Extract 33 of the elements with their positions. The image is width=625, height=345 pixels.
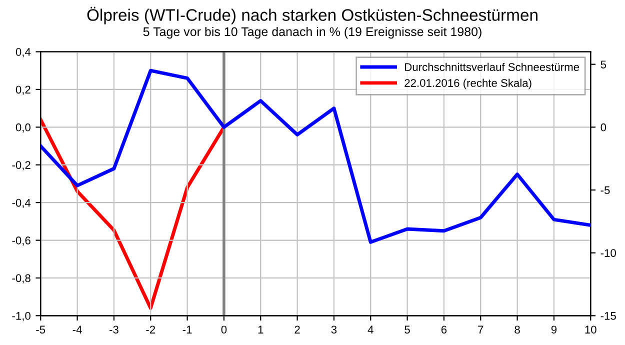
y-tick-label: -0,4	[12, 198, 31, 208]
y-tick-label: -0,8	[12, 274, 30, 284]
x-tick-label: 6	[441, 326, 447, 334]
y-tick-label: -1,0	[12, 312, 30, 322]
y-tick-label: -0,2	[12, 161, 30, 170]
x-tick-label: 10	[585, 326, 596, 334]
y-tick-label: -0,6	[12, 236, 30, 246]
y2-tick-label: -5	[600, 186, 610, 194]
x-tick-label: -1	[182, 326, 192, 334]
y-tick-label: 0,4	[16, 48, 31, 58]
y-tick-label: 0,2	[16, 86, 30, 95]
x-tick-label: -2	[146, 326, 156, 334]
x-tick-label: 1	[258, 326, 264, 334]
x-tick-label: -3	[110, 326, 118, 334]
y2-tick-label: -10	[600, 249, 616, 257]
x-tick-label: -4	[72, 326, 82, 334]
y2-tick-label: 5	[600, 60, 606, 68]
chart-subtitle: 5 Tage vor bis 10 Tage danach in % (19 Ereignisse seit 1980)	[143, 26, 482, 39]
x-tick-label: 3	[331, 326, 337, 334]
x-tick-label: 2	[294, 326, 300, 334]
x-tick-label: 7	[478, 326, 484, 334]
x-tick-label: 0	[221, 326, 227, 334]
x-tick-label: 9	[551, 326, 557, 334]
y2-tick-label: -15	[600, 312, 616, 320]
x-tick-label: -5	[36, 326, 46, 334]
y2-tick-label: 0	[600, 123, 606, 132]
x-tick-label: 8	[514, 326, 520, 334]
y-tick-label: 0,0	[16, 123, 30, 133]
x-tick-label: 4	[368, 326, 374, 334]
legend-label: 22.01.2016 (rechte Skala)	[404, 78, 532, 90]
chart-title: Ölpreis (WTI-Crude) nach starken Ostküsten-Schneestürmen	[87, 6, 538, 24]
legend-label: Durchschnittsverlauf Schneestürme	[405, 62, 580, 72]
x-tick-label: 5	[404, 326, 410, 334]
